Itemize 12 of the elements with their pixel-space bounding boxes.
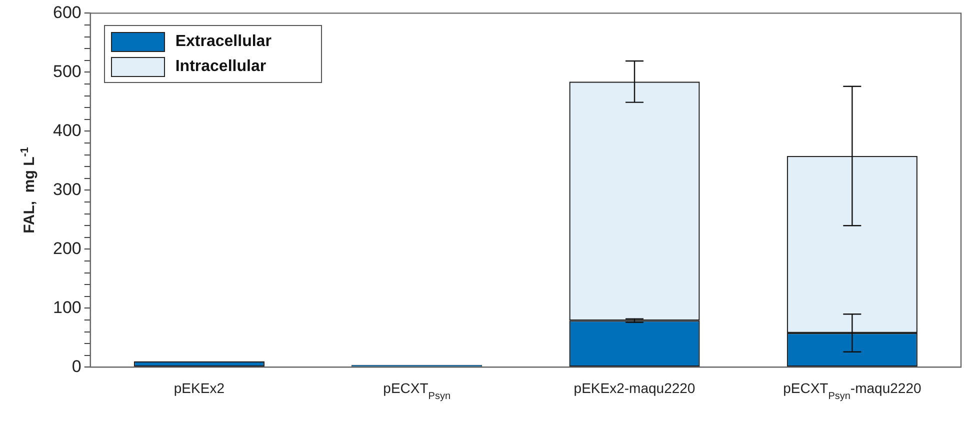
x-tick-label: pEKEx2-maqu2220 [574, 380, 696, 396]
y-tick-label: 600 [52, 2, 82, 22]
y-tick-label: 100 [52, 298, 82, 317]
y-tick-label: 300 [52, 180, 82, 199]
y-axis-title: FAL, mg L-1 [19, 146, 38, 234]
legend-label: Intracellular [175, 58, 266, 76]
x-tick-label: pEKEx2 [174, 380, 225, 396]
y-tick-label: 200 [52, 238, 82, 258]
y-tick-label: 400 [52, 120, 82, 140]
y-tick-label: 500 [52, 62, 82, 81]
legend-label: Extracellular [175, 32, 272, 51]
y-tick-label: 0 [72, 356, 82, 376]
